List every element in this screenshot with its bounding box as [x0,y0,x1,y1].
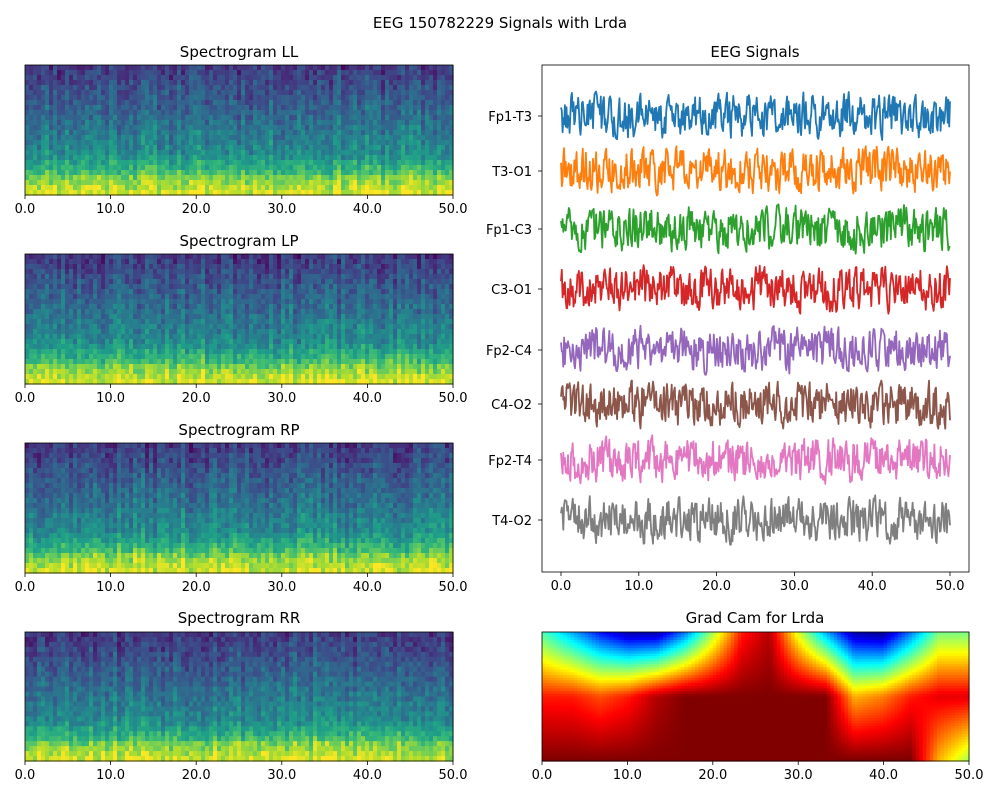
eeg-channel-label: Fp1-C3 [486,223,532,238]
x-tick-label: 20.0 [182,768,211,783]
grad-cam-title: Grad Cam for Lrda [686,609,825,627]
x-tick-label: 20.0 [702,579,731,594]
spectrogram-lp-heatmap [25,254,454,385]
spectrogram-rp-heatmap [25,443,454,574]
spectrogram-rp-panel: Spectrogram RP 0.0 10.0 20.0 30.0 40.0 50.0 [15,421,468,595]
x-tick-label: 40.0 [858,579,887,594]
spectrogram-ll-heatmap [25,65,454,196]
eeg-channel-label: C3-O1 [491,283,532,298]
spectrogram-ll-panel: Spectrogram LL 0.0 10.0 20.0 30.0 40.0 50.0 [15,43,468,217]
x-tick-label: 20.0 [698,768,727,783]
x-tick-label: 0.0 [15,202,36,217]
x-tick-label: 0.0 [15,768,36,783]
spectrogram-rp-title: Spectrogram RP [178,421,299,439]
x-tick-label: 30.0 [267,202,296,217]
x-tick-label: 40.0 [869,768,898,783]
x-tick-label: 20.0 [182,391,211,406]
x-tick-label: 40.0 [353,768,382,783]
eeg-channel-label: C4-O2 [491,398,532,413]
spectrogram-rr-heatmap [25,632,454,762]
grad-cam-heatmap [542,632,970,762]
spectrogram-rr-title: Spectrogram RR [178,609,301,627]
x-tick-label: 0.0 [15,391,36,406]
eeg-signals-title: EEG Signals [710,43,799,61]
figure-title: EEG 150782229 Signals with Lrda [373,14,627,32]
x-tick-label: 30.0 [267,580,296,595]
grad-cam-panel: Grad Cam for Lrda 0.0 10.0 20.0 30.0 40.0 50.… [532,609,984,783]
x-tick-label: 10.0 [96,768,125,783]
x-tick-label: 40.0 [353,391,382,406]
eeg-channel-label: Fp2-T4 [488,454,532,469]
x-tick-label: 50.0 [439,391,468,406]
spectrogram-ll-title: Spectrogram LL [180,43,299,61]
x-tick-label: 10.0 [96,202,125,217]
x-tick-label: 0.0 [551,579,572,594]
spectrogram-rr-panel: Spectrogram RR 0.0 10.0 20.0 30.0 40.0 50.0 [15,609,468,783]
x-tick-label: 30.0 [784,768,813,783]
eeg-signals-frame [542,65,969,572]
spectrogram-lp-panel: Spectrogram LP 0.0 10.0 20.0 30.0 40.0 50.0 [15,232,468,406]
x-tick-label: 0.0 [15,580,36,595]
eeg-signals-panel: EEG Signals Fp1-T3 T3-O1 Fp1-C3 C3-O1 Fp2-C4… [486,43,969,594]
x-tick-label: 20.0 [182,580,211,595]
spectrogram-lp-title: Spectrogram LP [179,232,298,250]
x-tick-label: 50.0 [955,768,984,783]
x-tick-label: 20.0 [182,202,211,217]
x-tick-label: 10.0 [613,768,642,783]
eeg-channel-label: T4-O2 [491,514,532,529]
eeg-channel-label: Fp1-T3 [488,110,532,125]
x-tick-label: 30.0 [267,391,296,406]
x-tick-label: 50.0 [439,768,468,783]
x-tick-label: 10.0 [96,580,125,595]
x-tick-label: 30.0 [780,579,809,594]
eeg-channel-label: Fp2-C4 [486,344,532,359]
x-tick-label: 50.0 [439,580,468,595]
x-tick-label: 0.0 [532,768,553,783]
x-tick-label: 40.0 [353,580,382,595]
eeg-channel-label: T3-O1 [491,165,532,180]
x-tick-label: 30.0 [267,768,296,783]
x-tick-label: 50.0 [439,202,468,217]
x-tick-label: 10.0 [96,391,125,406]
x-tick-label: 10.0 [624,579,653,594]
x-tick-label: 40.0 [353,202,382,217]
x-tick-label: 50.0 [936,579,965,594]
